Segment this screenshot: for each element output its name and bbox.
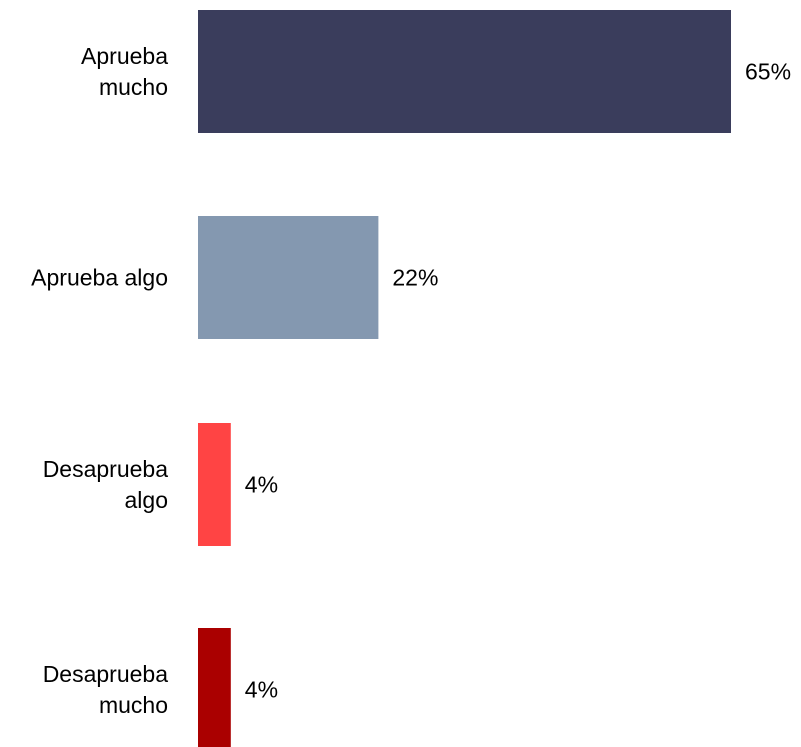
value-label-3: 4% — [245, 677, 278, 703]
category-label-2: Desaprueba algo — [43, 456, 169, 513]
category-label-line: mucho — [99, 692, 168, 718]
category-label-1: Aprueba algo — [31, 265, 168, 291]
category-label-3: Desaprueba mucho — [43, 661, 169, 718]
category-label-line: Desaprueba — [43, 661, 169, 687]
bar-0 — [198, 10, 731, 133]
category-label-0: Aprueba mucho — [81, 43, 168, 100]
category-label-line: Desaprueba — [43, 456, 169, 482]
value-label-1: 22% — [392, 265, 438, 291]
bar-2 — [198, 423, 231, 546]
category-label-line: algo — [125, 487, 168, 513]
category-label-line: Aprueba — [81, 43, 168, 69]
category-label-line: Aprueba algo — [31, 265, 168, 291]
bar-3 — [198, 628, 231, 747]
value-label-0: 65% — [745, 59, 791, 85]
value-label-2: 4% — [245, 472, 278, 498]
bar-1 — [198, 216, 379, 339]
category-label-line: mucho — [99, 74, 168, 100]
